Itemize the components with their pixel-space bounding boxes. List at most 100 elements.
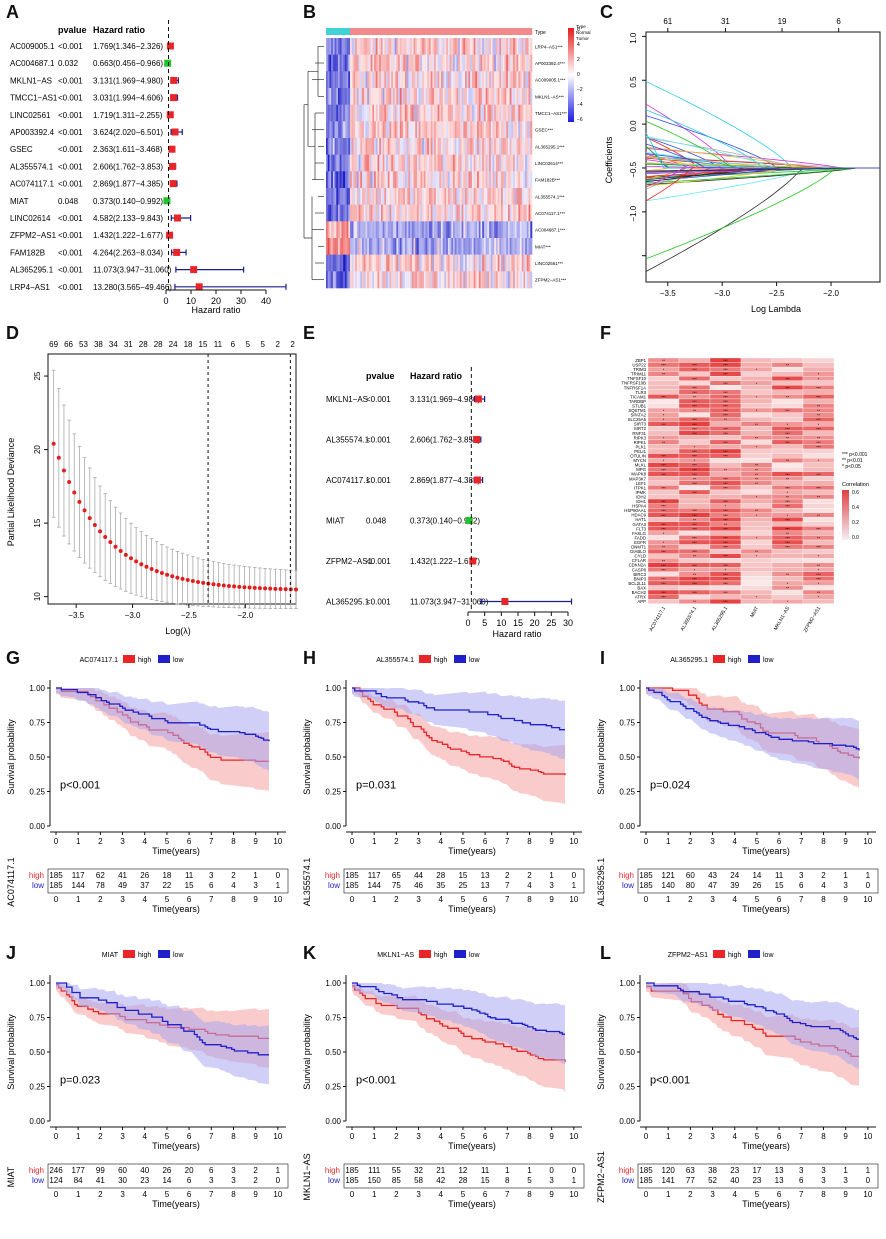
heat-cell bbox=[487, 71, 490, 89]
heat-cell bbox=[341, 38, 344, 55]
corr-cell bbox=[740, 489, 773, 495]
risk-label-high: high bbox=[619, 871, 634, 880]
heat-cell bbox=[429, 221, 432, 239]
heat-cell bbox=[341, 221, 344, 239]
gene-label: SLC25A5 bbox=[628, 417, 647, 422]
heat-cell bbox=[331, 188, 334, 205]
heat-cell bbox=[518, 238, 521, 255]
risk-table-gene: AL365295.1 bbox=[596, 858, 606, 907]
cv-point bbox=[154, 569, 159, 574]
risk-x-tick-label: 1 bbox=[76, 895, 81, 904]
gene-label: RIPK1 bbox=[634, 440, 647, 445]
heat-cell bbox=[339, 88, 342, 105]
heat-cell bbox=[410, 271, 413, 289]
heat-cell bbox=[518, 138, 521, 155]
heat-cell bbox=[362, 204, 365, 222]
heat-cell bbox=[439, 88, 442, 105]
x-tick-label: 20 bbox=[530, 618, 540, 628]
top-tick-label: 69 bbox=[49, 340, 58, 349]
heat-cell bbox=[331, 271, 334, 289]
heat-cell bbox=[339, 138, 342, 155]
heat-cell bbox=[387, 221, 390, 239]
pvalue: 0.032 bbox=[58, 59, 79, 68]
heat-cell bbox=[478, 121, 481, 139]
heat-cell bbox=[406, 154, 409, 172]
heat-cell bbox=[447, 204, 450, 222]
heat-cell bbox=[447, 171, 450, 189]
heat-cell bbox=[487, 204, 490, 222]
heat-cell bbox=[377, 238, 380, 255]
heat-cell bbox=[389, 154, 392, 172]
sig-mark: *** bbox=[723, 582, 728, 586]
heat-cell bbox=[363, 221, 366, 239]
heat-cell bbox=[351, 238, 354, 255]
heat-cell bbox=[468, 254, 471, 272]
heat-cell bbox=[399, 138, 402, 155]
heat-cell bbox=[530, 221, 533, 239]
heat-cell bbox=[365, 221, 368, 239]
heat-cell bbox=[398, 188, 401, 205]
risk-count-high: 60 bbox=[686, 871, 695, 880]
heat-cell bbox=[444, 138, 447, 155]
x-tick-label: 6 bbox=[777, 837, 782, 846]
heat-cell bbox=[442, 104, 445, 122]
heat-cell bbox=[336, 271, 339, 289]
heat-cell bbox=[422, 88, 425, 105]
risk-x-axis-label: Time(years) bbox=[742, 1199, 790, 1209]
sig-mark: *** bbox=[723, 527, 728, 531]
risk-count-high: 14 bbox=[752, 871, 761, 880]
heat-cell bbox=[379, 154, 382, 172]
hr-point bbox=[501, 598, 509, 605]
risk-count-low: 49 bbox=[118, 881, 127, 890]
heat-cell bbox=[411, 88, 414, 105]
heat-cell bbox=[367, 254, 370, 272]
heat-cell bbox=[403, 138, 406, 155]
heat-cell bbox=[370, 188, 373, 205]
risk-count-high: 1 bbox=[505, 1166, 510, 1175]
cv-point bbox=[134, 559, 139, 564]
heat-cell bbox=[401, 38, 404, 55]
heat-cell bbox=[446, 188, 449, 205]
risk-count-low: 0 bbox=[866, 1176, 871, 1185]
heat-cell bbox=[372, 221, 375, 239]
sig-mark: ** bbox=[817, 436, 820, 440]
heat-cell bbox=[456, 54, 459, 72]
heat-cell bbox=[386, 138, 389, 155]
sig-mark: ** bbox=[817, 564, 820, 568]
heat-cell bbox=[353, 54, 356, 72]
gene-label: GSEC bbox=[10, 145, 33, 154]
panel-label-i: I bbox=[600, 648, 606, 668]
type-cell bbox=[478, 28, 481, 35]
heat-cell bbox=[422, 154, 425, 172]
heat-cell bbox=[499, 138, 502, 155]
heat-cell bbox=[477, 154, 480, 172]
heat-cell bbox=[485, 38, 488, 55]
heat-cell bbox=[326, 238, 329, 255]
heat-cell bbox=[344, 254, 347, 272]
sig-mark: *** bbox=[692, 377, 697, 381]
heat-cell bbox=[367, 238, 370, 255]
corr-cell bbox=[647, 376, 680, 381]
sig-mark: *** bbox=[723, 364, 728, 368]
heat-cell bbox=[473, 188, 476, 205]
heat-cell bbox=[344, 154, 347, 172]
heat-cell bbox=[353, 204, 356, 222]
x-tick-label: 7 bbox=[505, 837, 510, 846]
heat-cell bbox=[497, 171, 500, 189]
top-tick-label: 19 bbox=[778, 17, 787, 26]
heat-cell bbox=[406, 138, 409, 155]
heat-cell bbox=[502, 204, 505, 222]
sig-mark: * bbox=[818, 582, 820, 586]
heat-cell bbox=[403, 171, 406, 189]
cv-point bbox=[263, 586, 268, 591]
heat-cell bbox=[411, 271, 414, 289]
risk-count-low: 3 bbox=[549, 881, 554, 890]
heat-cell bbox=[396, 271, 399, 289]
heat-cell bbox=[483, 271, 486, 289]
corr-cell bbox=[647, 480, 680, 486]
heat-cell bbox=[482, 104, 485, 122]
heat-cell bbox=[363, 138, 366, 155]
type-cell bbox=[514, 28, 517, 35]
heat-cell bbox=[521, 38, 524, 55]
heat-cell bbox=[338, 54, 341, 72]
